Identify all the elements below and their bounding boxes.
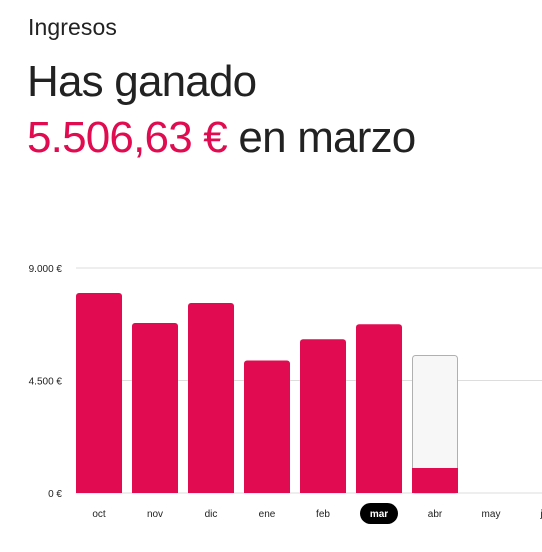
y-tick-label: 4.500 € — [29, 377, 63, 388]
bar-feb-base — [300, 490, 346, 493]
y-tick-label: 9.000 € — [29, 264, 63, 275]
section-label-ingresos: Ingresos — [28, 14, 118, 40]
bar-mar-base — [356, 490, 402, 493]
x-tick-label-jun[interactable]: jun — [539, 509, 542, 520]
bar-mar[interactable] — [356, 324, 402, 493]
x-tick-label-abr[interactable]: abr — [428, 509, 443, 520]
x-tick-label-oct[interactable]: oct — [92, 509, 106, 520]
bar-dic[interactable] — [188, 303, 234, 493]
bar-nov[interactable] — [132, 323, 178, 493]
earnings-period: en marzo — [238, 113, 416, 162]
bar-oct-base — [76, 490, 122, 493]
earnings-headline: Has ganado — [27, 57, 257, 106]
bar-ene-base — [244, 490, 290, 493]
bar-ene[interactable] — [244, 360, 290, 494]
bar-feb[interactable] — [300, 339, 346, 493]
bar-abr[interactable] — [412, 468, 458, 493]
x-tick-label-feb[interactable]: feb — [316, 509, 330, 520]
bar-nov-base — [132, 490, 178, 493]
selected-month-pill[interactable] — [360, 503, 398, 524]
bar-dic-base — [188, 490, 234, 493]
x-tick-label-ene[interactable]: ene — [259, 509, 276, 520]
y-tick-label: 0 € — [48, 489, 62, 500]
x-tick-label-mar[interactable]: mar — [370, 509, 388, 520]
x-tick-label-dic[interactable]: dic — [205, 509, 218, 520]
x-tick-label-nov[interactable]: nov — [147, 509, 163, 520]
x-tick-label-may[interactable]: may — [482, 509, 501, 520]
bar-oct[interactable] — [76, 293, 122, 493]
earnings-amount-line: 5.506,63 € en marzo — [27, 112, 416, 164]
earnings-amount: 5.506,63 € — [27, 113, 228, 162]
